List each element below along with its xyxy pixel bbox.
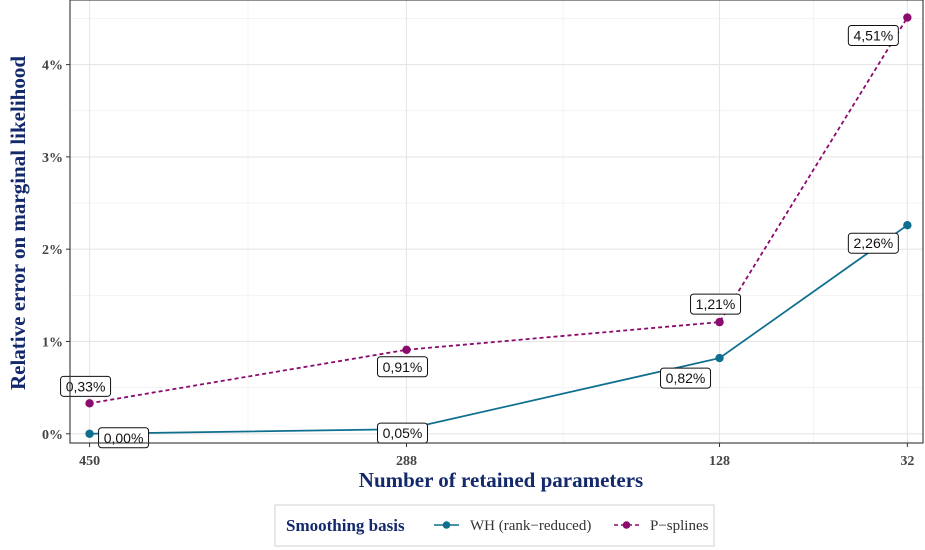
data-point-pspline xyxy=(85,399,94,408)
y-tick-label: 4% xyxy=(42,59,63,74)
data-label-box xyxy=(60,375,112,397)
legend-key-point-pspline xyxy=(622,521,631,529)
x-axis-ticks: 450 288 128 32 xyxy=(79,443,914,469)
data-label-wh: 2,26% xyxy=(847,232,899,254)
data-label-box xyxy=(847,25,899,47)
data-label-text: 1,21% xyxy=(696,296,736,312)
x-tick-label: 450 xyxy=(79,454,100,469)
data-label-text: 0,00% xyxy=(104,430,144,446)
data-label-pspline: 1,21% xyxy=(690,293,742,315)
data-label-text: 0,33% xyxy=(66,378,106,394)
legend-box xyxy=(274,504,715,547)
data-label-text: 0,82% xyxy=(666,370,706,386)
data-label-wh: 0,82% xyxy=(660,367,712,389)
data-point-pspline xyxy=(715,317,724,327)
y-tick-label: 2% xyxy=(42,243,63,258)
x-tick-label: 128 xyxy=(709,454,730,469)
data-label-box xyxy=(847,232,899,254)
grid-layer xyxy=(70,0,923,443)
data-label-box xyxy=(377,356,429,378)
data-label-box xyxy=(690,293,742,315)
x-tick-label: 32 xyxy=(900,454,914,469)
legend-label-pspline: P−splines xyxy=(650,518,709,534)
data-label-text: 0,91% xyxy=(383,359,423,375)
series-layer xyxy=(85,13,912,438)
data-label-wh: 0,05% xyxy=(377,422,429,444)
y-tick-label: 1% xyxy=(42,335,63,350)
data-label-text: 2,26% xyxy=(853,235,893,251)
legend: Smoothing basis WH (rank−reduced) P−spli… xyxy=(274,504,715,547)
data-label-pspline: 0,33% xyxy=(60,375,112,397)
data-label-layer: 0,00% 0,05% 0,82% 2,26% 0,33% 0,91% 1,21% 4,51% xyxy=(60,25,899,449)
y-tick-label: 0% xyxy=(42,428,63,443)
data-point-wh xyxy=(715,353,724,363)
y-tick-label: 3% xyxy=(42,151,63,166)
plot-panel-border xyxy=(69,0,924,444)
data-label-text: 4,51% xyxy=(853,28,893,44)
data-label-box xyxy=(660,367,712,389)
data-label-pspline: 4,51% xyxy=(847,25,899,47)
series-line-wh xyxy=(89,224,908,435)
data-point-wh xyxy=(85,429,94,438)
data-label-text: 0,05% xyxy=(383,425,423,441)
data-point-wh xyxy=(903,220,912,230)
data-label-wh: 0,00% xyxy=(98,427,150,449)
series-line-pspline xyxy=(89,17,909,405)
x-axis-title: Number of retained parameters xyxy=(359,468,643,492)
legend-key-point-wh xyxy=(442,521,451,529)
data-label-pspline: 0,91% xyxy=(377,356,429,378)
y-axis-ticks: 0% 1% 2% 3% 4% xyxy=(42,59,70,443)
data-point-pspline xyxy=(402,345,411,354)
legend-title: Smoothing basis xyxy=(286,516,405,535)
legend-label-wh: WH (rank−reduced) xyxy=(470,518,591,534)
x-tick-label: 288 xyxy=(396,454,417,469)
y-axis-title: Relative error on marginal likelihood xyxy=(6,56,30,390)
data-point-pspline xyxy=(903,13,912,22)
